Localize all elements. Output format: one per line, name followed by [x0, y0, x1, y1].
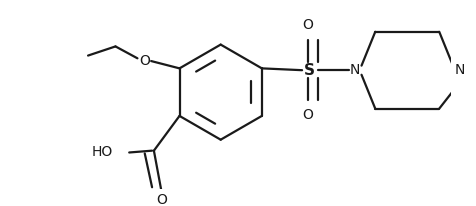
Text: S: S	[303, 63, 314, 78]
Text: O: O	[301, 18, 312, 32]
Text: O: O	[156, 193, 166, 206]
Text: N: N	[349, 63, 359, 77]
Text: O: O	[139, 54, 150, 68]
Text: O: O	[301, 108, 312, 122]
Text: HO: HO	[91, 145, 112, 159]
Text: N: N	[453, 63, 464, 77]
